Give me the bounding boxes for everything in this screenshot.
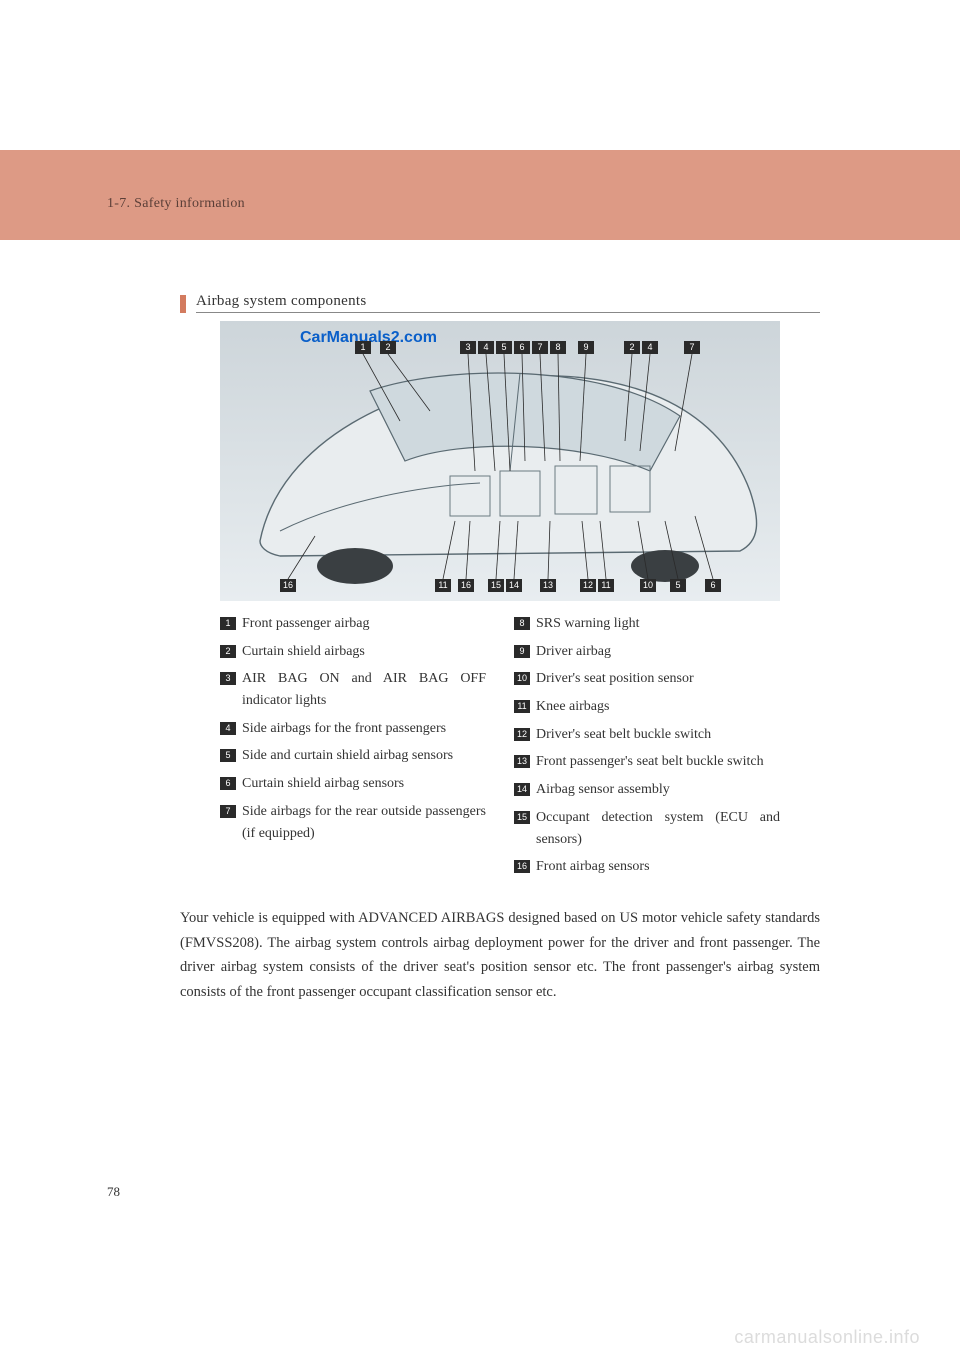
component-item: 2 Curtain shield airbags [220,641,486,663]
callout-marker: 15 [488,579,504,592]
callout-marker: 9 [578,341,594,354]
callout-marker: 3 [460,341,476,354]
heading-accent [180,295,186,313]
component-item: 12 Driver's seat belt buckle switch [514,724,780,746]
callout-marker: 12 [580,579,596,592]
component-item: 3 AIR BAG ON and AIR BAG OFF indicator li… [220,668,486,711]
component-item: 16 Front airbag sensors [514,856,780,878]
item-text: Front passenger airbag [242,613,486,635]
callout-marker: 7 [532,341,548,354]
item-text: Curtain shield airbag sensors [242,773,486,795]
item-number: 12 [514,728,530,741]
item-number: 4 [220,722,236,735]
header-band [0,150,960,240]
item-number: 2 [220,645,236,658]
callout-marker: 5 [496,341,512,354]
component-item: 8 SRS warning light [514,613,780,635]
component-item: 7 Side airbags for the rear outside passe… [220,801,486,844]
item-number: 5 [220,749,236,762]
page-number: 78 [107,1184,120,1200]
item-text: Driver's seat belt buckle switch [536,724,780,746]
item-text: Front airbag sensors [536,856,780,878]
component-item: 15 Occupant detection system (ECU and sen… [514,807,780,850]
item-text: Side airbags for the front passengers [242,718,486,740]
callout-marker: 6 [705,579,721,592]
content-area: Airbag system components CarManuals2.com [180,290,820,1004]
item-number: 13 [514,755,530,768]
item-number: 3 [220,672,236,685]
heading-text: Airbag system components [196,290,820,313]
callout-marker: 5 [670,579,686,592]
item-number: 1 [220,617,236,630]
item-number: 7 [220,805,236,818]
callout-marker: 11 [598,579,614,592]
callout-marker: 4 [478,341,494,354]
callout-marker: 4 [642,341,658,354]
item-number: 6 [220,777,236,790]
item-text: Front passenger's seat belt buckle switc… [536,751,780,773]
section-label: 1-7. Safety information [107,196,245,212]
component-item: 11 Knee airbags [514,696,780,718]
component-item: 14 Airbag sensor assembly [514,779,780,801]
left-column: 1 Front passenger airbag 2 Curtain shield a… [220,613,486,884]
callout-marker: 16 [458,579,474,592]
car-illustration [220,321,780,601]
component-columns: 1 Front passenger airbag 2 Curtain shield a… [220,613,780,884]
callout-marker: 11 [435,579,451,592]
diagram-wrap: CarManuals2.com [220,321,780,601]
callout-marker: 16 [280,579,296,592]
component-item: 5 Side and curtain shield airbag sensors [220,745,486,767]
component-item: 10 Driver's seat position sensor [514,668,780,690]
callout-marker: 10 [640,579,656,592]
callout-marker: 13 [540,579,556,592]
page: 1-7. Safety information Airbag system co… [0,0,960,1358]
item-text: SRS warning light [536,613,780,635]
component-item: 4 Side airbags for the front passengers [220,718,486,740]
callout-marker: 8 [550,341,566,354]
callout-marker: 2 [624,341,640,354]
item-text: Airbag sensor assembly [536,779,780,801]
callout-marker: 14 [506,579,522,592]
callout-marker: 7 [684,341,700,354]
item-text: AIR BAG ON and AIR BAG OFF indicator lig… [242,668,486,711]
callout-marker: 1 [355,341,371,354]
item-text: Curtain shield airbags [242,641,486,663]
footer-watermark: carmanualsonline.info [734,1327,920,1348]
callout-marker: 6 [514,341,530,354]
item-text: Knee airbags [536,696,780,718]
component-item: 1 Front passenger airbag [220,613,486,635]
airbag-diagram: CarManuals2.com [220,321,780,601]
right-column: 8 SRS warning light 9 Driver airbag 10 Driver… [514,613,780,884]
callout-marker: 2 [380,341,396,354]
item-text: Driver airbag [536,641,780,663]
item-number: 11 [514,700,530,713]
item-text: Side and curtain shield airbag sensors [242,745,486,767]
item-number: 9 [514,645,530,658]
item-number: 14 [514,783,530,796]
component-item: 13 Front passenger's seat belt buckle swi… [514,751,780,773]
item-number: 10 [514,672,530,685]
component-item: 9 Driver airbag [514,641,780,663]
item-text: Side airbags for the rear outside passen… [242,801,486,844]
item-number: 8 [514,617,530,630]
heading-row: Airbag system components [180,290,820,313]
item-number: 15 [514,811,530,824]
body-paragraph: Your vehicle is equipped with ADVANCED A… [180,906,820,1005]
item-number: 16 [514,860,530,873]
item-text: Occupant detection system (ECU and senso… [536,807,780,850]
component-item: 6 Curtain shield airbag sensors [220,773,486,795]
item-text: Driver's seat position sensor [536,668,780,690]
